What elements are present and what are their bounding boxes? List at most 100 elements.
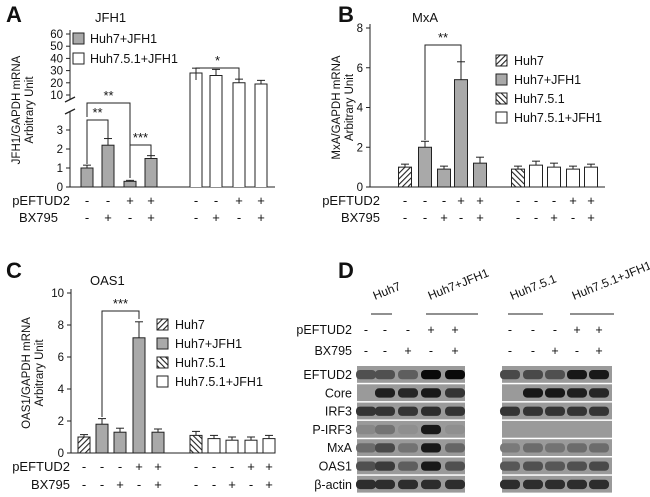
y-tick-label: 8: [58, 320, 64, 332]
condition-sign: -: [571, 210, 575, 225]
blot-condition-sign: +: [451, 344, 458, 358]
blot-band: [356, 443, 376, 453]
bar: [189, 72, 203, 187]
condition-sign: -: [423, 193, 427, 208]
blot-band: [500, 479, 520, 490]
bar: [225, 439, 239, 454]
y-tick-label: 4: [58, 384, 65, 396]
significance-bracket-label: **: [438, 30, 448, 45]
blot-band: [398, 461, 418, 471]
condition-sign: +: [212, 210, 220, 225]
condition-sign: -: [534, 193, 538, 208]
condition-sign: +: [247, 459, 255, 474]
blot-band: [545, 479, 565, 490]
condition-sign: +: [154, 459, 162, 474]
blot-condition-sign: -: [508, 323, 512, 337]
condition-sign: -: [516, 210, 520, 225]
bar: [418, 146, 432, 188]
blot-band: [545, 443, 565, 453]
condition-sign: -: [82, 477, 86, 492]
significance-bracket-label: ***: [113, 296, 128, 311]
panel-c-letter: C: [6, 258, 22, 283]
blot-band: [398, 443, 418, 453]
chart-c: 0 2 4 6 8 10 OAS1/GAPDH mRNAArbitrary Unit *** p…: [12, 288, 276, 492]
condition-sign: +: [265, 477, 273, 492]
blot-band: [523, 443, 543, 453]
blot-condition-sign: -: [383, 323, 387, 337]
significance-bracket-label: *: [215, 53, 220, 68]
legend-label: Huh7+JFH1: [514, 73, 581, 87]
blot-band: [421, 479, 441, 490]
blot-band: [523, 388, 543, 398]
blot-band: [375, 461, 395, 471]
bar: [207, 438, 221, 454]
y-tick-label: 1: [57, 163, 63, 175]
condition-sign: +: [104, 210, 112, 225]
legend-swatch: [495, 92, 508, 105]
blot-band: [445, 370, 465, 380]
condition-sign: -: [137, 477, 141, 492]
condition-sign: +: [147, 193, 155, 208]
bar: [101, 144, 115, 188]
axis-break-mark: [64, 108, 76, 115]
y-tick-label: 20: [50, 78, 63, 90]
legend-label: Huh7.5.1+JFH1: [90, 52, 178, 66]
blot-condition-sign: -: [383, 344, 387, 358]
blot-band: [445, 388, 465, 398]
blot-row-label: Core: [325, 386, 352, 400]
blot-band: [523, 406, 543, 416]
condition-sign: -: [442, 193, 446, 208]
blot-band: [500, 461, 520, 471]
blot-band: [567, 461, 587, 471]
condition-sign: +: [587, 193, 595, 208]
blot-condition-sign: +: [595, 323, 602, 337]
bar: [437, 168, 451, 188]
blot-band: [445, 406, 465, 416]
blot-band: [545, 406, 565, 416]
condition-sign: -: [82, 459, 86, 474]
blot-band: [567, 443, 587, 453]
blot-row-label: EFTUD2: [303, 368, 352, 382]
blot-band: [421, 461, 441, 471]
condition-sign: -: [128, 210, 132, 225]
legend-label: Huh7+JFH1: [90, 32, 157, 46]
condition-label: pEFTUD2: [12, 459, 70, 474]
y-axis-label: OAS1/GAPDH mRNAArbitrary Unit: [21, 317, 46, 429]
condition-sign: -: [552, 193, 556, 208]
blot-band: [445, 479, 465, 490]
blot-band: [398, 479, 418, 490]
condition-sign: -: [534, 210, 538, 225]
condition-sign: -: [85, 210, 89, 225]
blot-band: [421, 370, 441, 380]
condition-sign: -: [403, 210, 407, 225]
legend-swatch: [72, 52, 85, 65]
bar: [566, 168, 580, 188]
blot-band: [445, 443, 465, 453]
blot-band: [589, 370, 609, 380]
condition-sign: +: [265, 459, 273, 474]
blot-band: [589, 479, 609, 490]
blot-condition-sign: +: [404, 344, 411, 358]
condition-sign: -: [249, 477, 253, 492]
blot-band: [356, 370, 376, 380]
bar: [80, 167, 94, 188]
blot-band: [356, 461, 376, 471]
blot-band: [567, 388, 587, 398]
bar: [262, 438, 276, 454]
bar: [77, 436, 91, 454]
blot-condition-sign: -: [531, 323, 535, 337]
condition-sign: +: [235, 193, 243, 208]
bar: [398, 166, 412, 188]
condition-sign: +: [228, 477, 236, 492]
blot-condition-sign: +: [427, 323, 434, 337]
y-tick-label: 0: [357, 182, 363, 194]
condition-sign: -: [214, 193, 218, 208]
blot-condition-label: pEFTUD2: [296, 323, 352, 337]
legend-swatch: [156, 318, 169, 331]
blot-band: [375, 370, 395, 380]
blot-band: [356, 424, 376, 435]
bar: [473, 162, 487, 188]
condition-label: BX795: [341, 210, 380, 225]
blot-group-label: Huh7.5.1: [508, 271, 559, 302]
condition-sign: +: [457, 193, 465, 208]
